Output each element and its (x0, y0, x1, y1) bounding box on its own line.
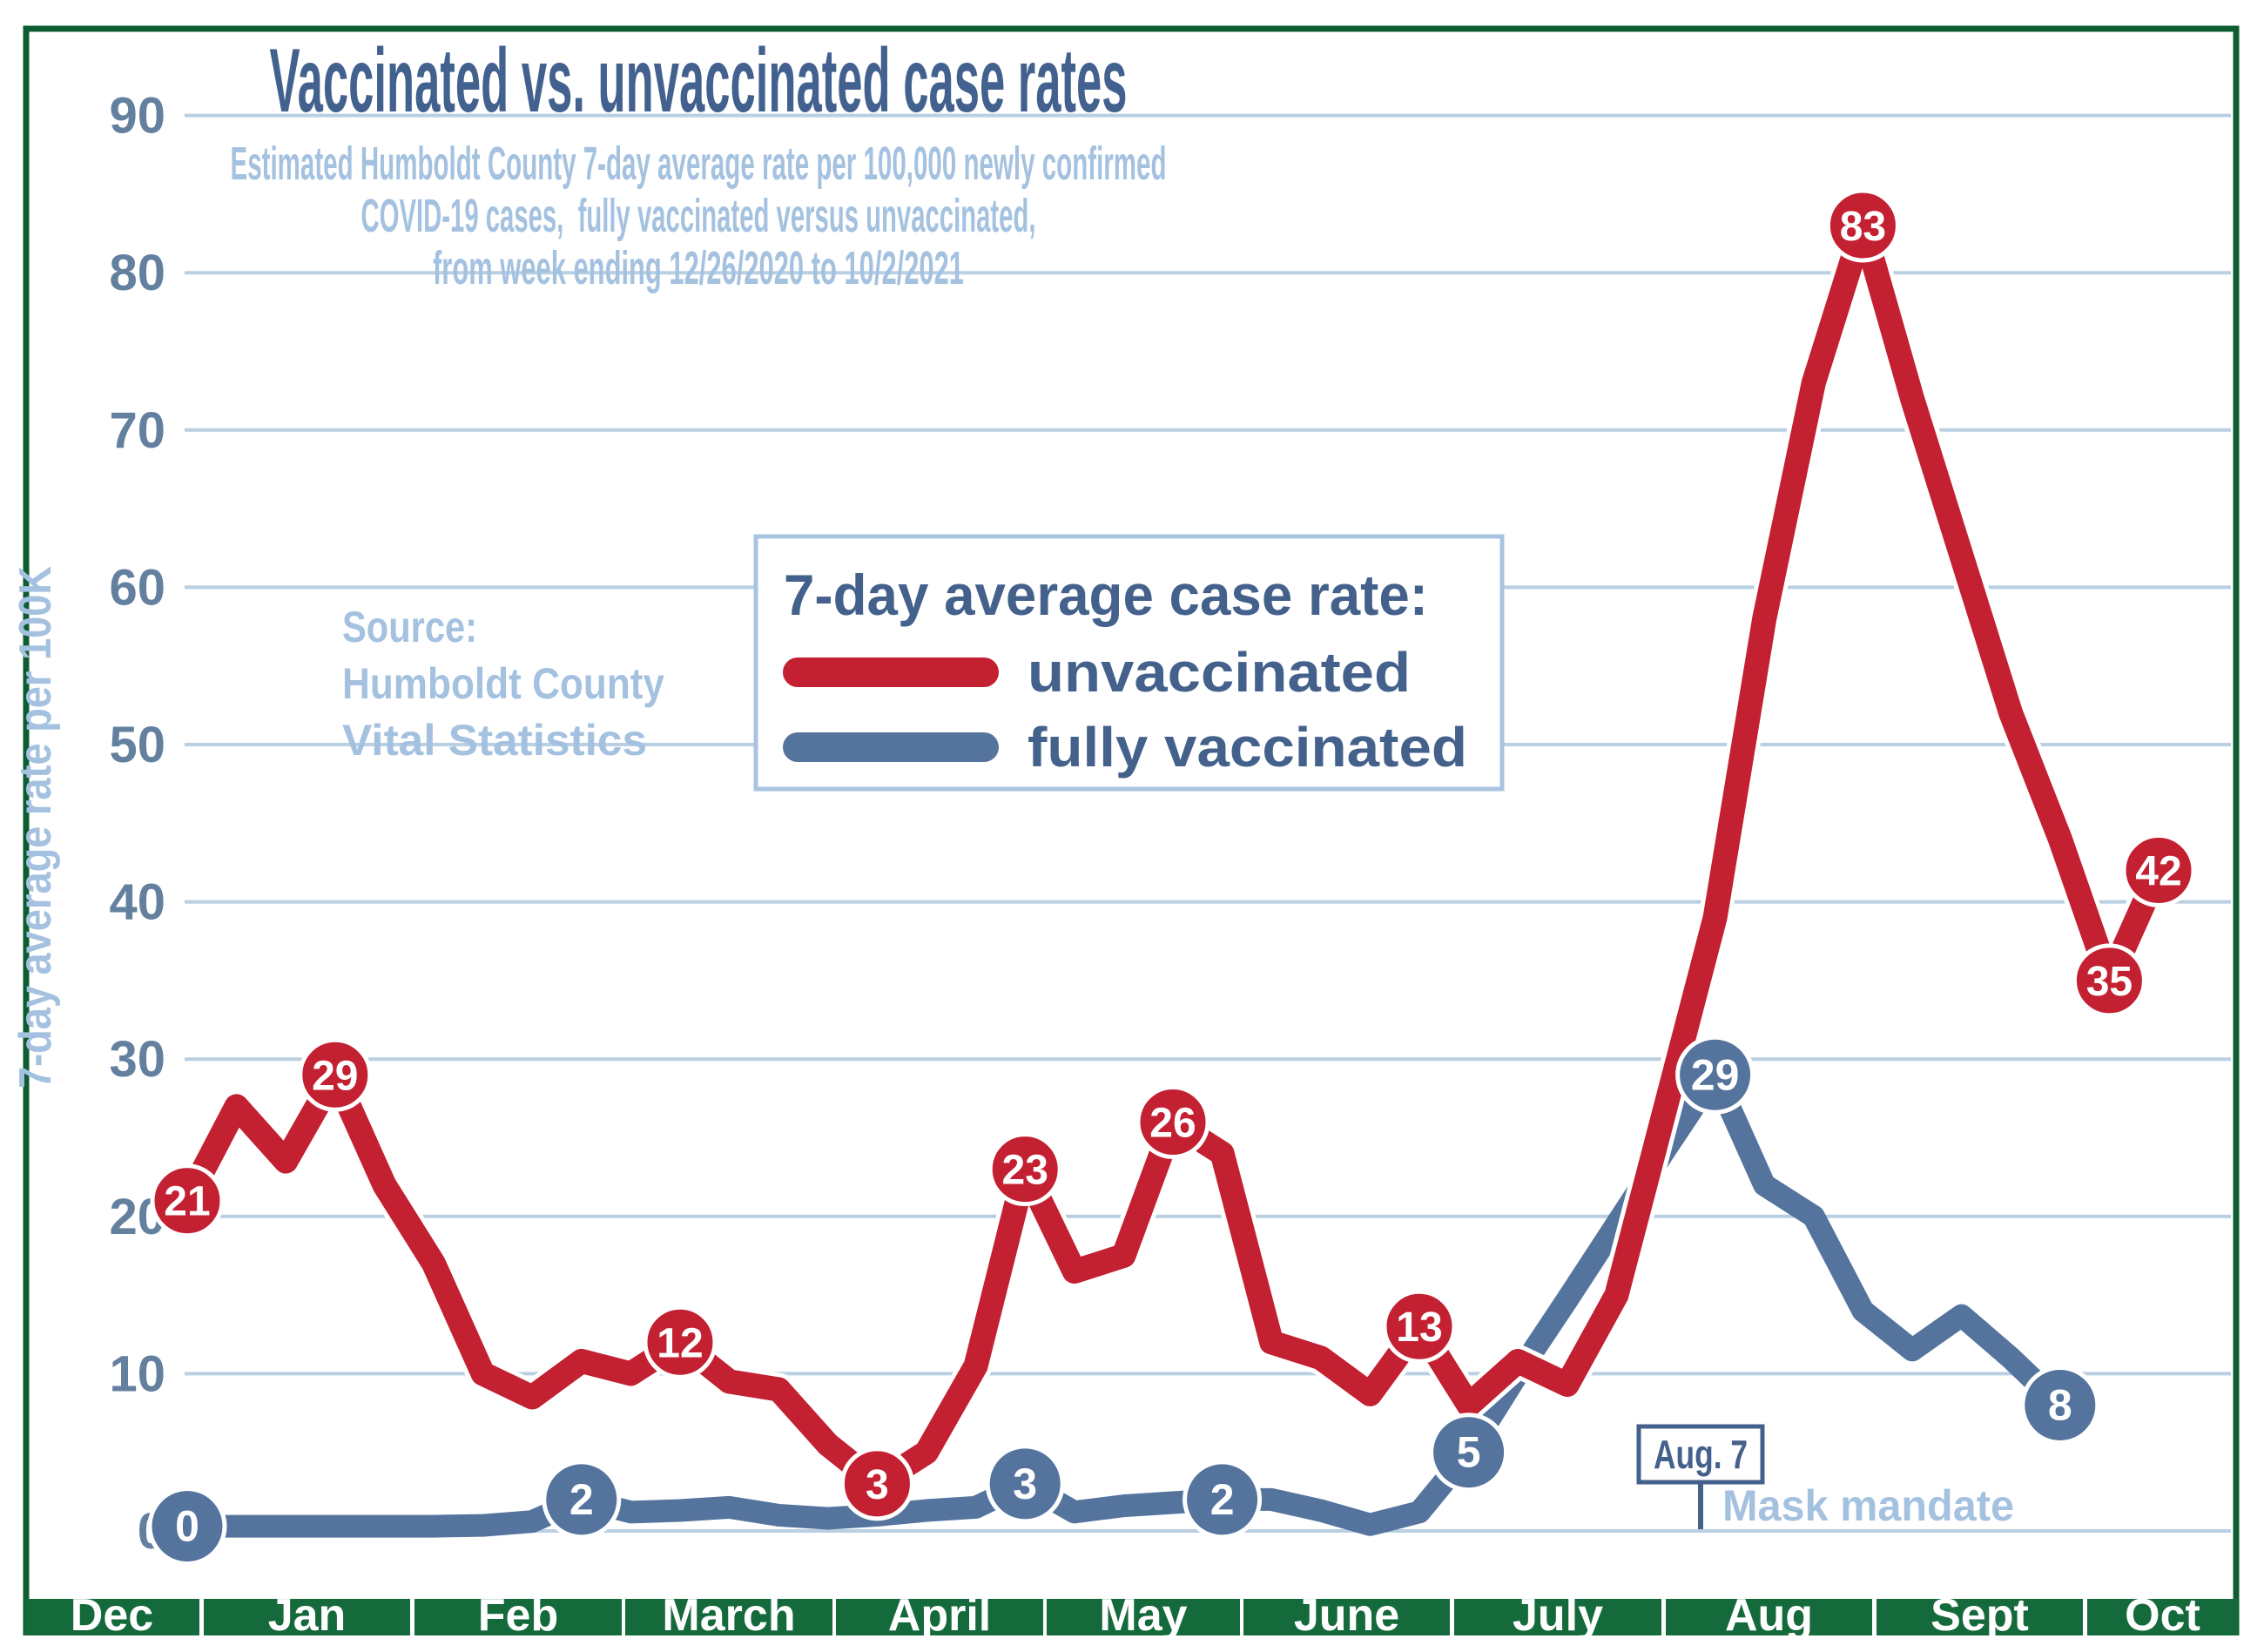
vaccinated-point-marker (2020, 1365, 2100, 1446)
chart-subtitle-line3: from week ending 12/26/2020 to 10/2/2021 (433, 242, 964, 294)
unvaccinated-point-marker (1382, 1289, 1457, 1364)
vaccinated-line (176, 1063, 2072, 1538)
month-label: Oct (2125, 1590, 2200, 1641)
legend-heading: 7-day average case rate: (784, 563, 1428, 627)
y-tick-label: 10 (109, 1345, 165, 1402)
chart-subtitle-line1: Estimated Humboldt County 7-day average … (231, 138, 1167, 190)
month-label: Aug (1725, 1590, 1813, 1641)
data-lines (171, 209, 2175, 1538)
month-label: July (1513, 1590, 1603, 1641)
month-cell-oct (2087, 1599, 2238, 1635)
mask-mandate-annotation: Aug. 7 Mask mandate (1636, 1424, 2014, 1530)
source-line1: Source: (342, 603, 477, 651)
data-point-label: 12 (657, 1320, 703, 1366)
month-label: March (662, 1590, 795, 1641)
data-point-label: 35 (2086, 959, 2133, 1005)
month-label: June (1294, 1590, 1399, 1641)
unvaccinated-point-marker (987, 1132, 1062, 1207)
y-tick-label: 50 (109, 717, 165, 773)
unvaccinated-point-marker (1135, 1084, 1210, 1159)
month-cell-dec (24, 1599, 199, 1635)
annotation-date-box (1636, 1424, 1765, 1485)
unvaccinated-point-marker (298, 1037, 373, 1112)
month-label: April (888, 1590, 991, 1641)
data-point-label: 2 (569, 1475, 594, 1524)
data-point-label: 8 (2048, 1381, 2072, 1430)
month-label: Jan (268, 1590, 347, 1641)
unvaccinated-point-marker (150, 1163, 225, 1238)
y-tick-label: 70 (109, 402, 165, 459)
month-axis: Dec Jan Feb March April May June July Aug Sept Oct (24, 1590, 2238, 1641)
month-label: Feb (478, 1590, 558, 1641)
month-cell-feb (414, 1599, 622, 1635)
y-tick-label: 30 (109, 1031, 165, 1088)
vaccinated-point-marker (1429, 1413, 1509, 1493)
unvaccinated-point-marker (839, 1446, 914, 1521)
y-tick-label: 60 (109, 559, 165, 616)
data-point-label: 13 (1396, 1305, 1442, 1351)
y-tick-label: 90 (109, 88, 165, 145)
chart-title: Vaccinated vs. unvaccinated case rates (270, 30, 1128, 131)
data-point-label: 0 (175, 1502, 199, 1551)
unvaccinated-point-marker (2072, 943, 2146, 1018)
data-point-label: 5 (1457, 1428, 1481, 1477)
legend-label-unvaccinated: unvaccinated (1028, 641, 1411, 704)
data-point-label: 3 (866, 1462, 889, 1508)
data-point-label: 26 (1149, 1100, 1196, 1146)
annotation-date-label: Aug. 7 (1654, 1432, 1748, 1477)
month-cell-aug (1666, 1599, 1872, 1635)
month-cell-sept (1877, 1599, 2083, 1635)
unvaccinated-point-marker (643, 1305, 718, 1379)
data-point-label: 21 (164, 1179, 210, 1225)
y-axis-title: 7-day average rate per 100K (10, 566, 61, 1089)
vaccinated-point-marker (542, 1460, 622, 1540)
data-point-label: 23 (1002, 1148, 1048, 1194)
vaccinated-point-marker (985, 1444, 1065, 1524)
source-line3: Vital Statistics (342, 716, 647, 765)
unvaccinated-point-marker (1825, 188, 1900, 263)
data-point-label: 29 (1691, 1050, 1740, 1099)
month-label: Sept (1930, 1590, 2029, 1641)
data-point-label: 42 (2135, 848, 2181, 894)
unvaccinated-point-marker (2121, 833, 2196, 907)
vaccinated-point-marker (1183, 1460, 1263, 1540)
vaccinated-point-marker (1675, 1035, 1755, 1115)
data-point-label: 83 (1840, 204, 1886, 250)
chart-subtitle-line2: COVID-19 cases, fully vaccinated versus … (361, 190, 1036, 242)
month-cell-july (1454, 1599, 1661, 1635)
month-cell-april (836, 1599, 1043, 1635)
chart-border (23, 25, 2240, 1635)
data-point-label: 3 (1013, 1460, 1037, 1508)
data-point-label: 29 (312, 1053, 358, 1099)
y-tick-label: 40 (109, 874, 165, 931)
source-line2: Humboldt County (342, 659, 664, 708)
month-label: May (1099, 1590, 1187, 1641)
month-label: Dec (71, 1590, 153, 1641)
legend: 7-day average case rate: unvaccinated fu… (753, 534, 1505, 792)
month-cell-june (1243, 1599, 1450, 1635)
legend-label-vaccinated: fully vaccinated (1028, 716, 1467, 779)
month-cell-march (625, 1599, 832, 1635)
y-tick-label: 80 (109, 245, 165, 301)
month-cell-jan (204, 1599, 410, 1635)
annotation-text: Mask mandate (1722, 1481, 2014, 1530)
month-cell-may (1047, 1599, 1240, 1635)
vaccinated-point-marker (147, 1487, 227, 1567)
data-point-label: 2 (1210, 1475, 1235, 1524)
